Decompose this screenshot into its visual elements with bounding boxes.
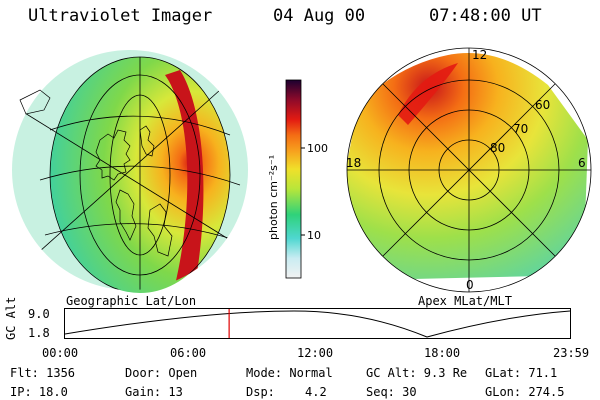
lat-label-70: 70	[513, 122, 528, 136]
flight-number: Flt: 1356	[10, 366, 76, 380]
lat-lon-grid	[19, 56, 241, 290]
timeline-xtick-2359: 23:59	[553, 346, 590, 360]
gc-altitude: GC Alt: 9.3 Re	[366, 366, 468, 380]
colorbar-unit-label: photon cm⁻²s⁻¹	[267, 155, 280, 240]
colorbar-tick-100: 100	[307, 142, 328, 155]
time-label: 07:48:00 UT	[429, 6, 542, 26]
mlt-label-12: 12	[472, 48, 487, 62]
timeline-ytick-low: 1.8	[28, 326, 50, 340]
dsp-label: Dsp:	[246, 385, 275, 399]
gain-value: Gain: 13	[125, 385, 183, 399]
geographic-latitude: GLat: 71.1	[485, 366, 558, 380]
mlt-label-18: 18	[346, 156, 361, 170]
altitude-curve	[64, 310, 571, 338]
timeline-plot	[64, 308, 571, 339]
colorbar: 100 10 photon cm⁻²s⁻¹	[267, 79, 328, 279]
timeline-xtick-0000: 00:00	[42, 346, 79, 360]
ip-value: IP: 18.0	[10, 385, 68, 399]
timeline-xtick-1200: 12:00	[297, 346, 334, 360]
lat-label-60: 60	[535, 98, 550, 112]
mode-value: Mode: Normal	[246, 366, 333, 380]
polar-plot: 12 18 6 0 60 70 80	[346, 47, 592, 293]
instrument-title: Ultraviolet Imager	[28, 6, 213, 26]
door-status: Door: Open	[125, 366, 198, 380]
dsp-value: 4.2	[305, 385, 327, 399]
colorbar-scale	[285, 79, 302, 279]
date-label: 04 Aug 00	[273, 6, 366, 26]
polar-grid	[346, 47, 592, 293]
geographic-image	[12, 50, 248, 293]
timeline-ylabel: GC Alt	[4, 296, 18, 340]
colorbar-tick-10: 10	[307, 229, 321, 242]
timeline-xtick-0600: 06:00	[170, 346, 207, 360]
mlt-label-6: 6	[578, 156, 586, 170]
timeline-xtick-1800: 18:00	[424, 346, 461, 360]
timeline-ytick-high: 9.0	[28, 307, 50, 321]
left-panel-caption: Geographic Lat/Lon	[66, 294, 197, 308]
mlt-label-0: 0	[466, 278, 474, 292]
coastlines	[19, 89, 173, 257]
geographic-longitude: GLon: 274.5	[485, 385, 565, 399]
lat-label-80: 80	[490, 141, 505, 155]
right-panel-caption: Apex MLat/MLT	[418, 294, 512, 308]
sequence-number: Seq: 30	[366, 385, 417, 399]
